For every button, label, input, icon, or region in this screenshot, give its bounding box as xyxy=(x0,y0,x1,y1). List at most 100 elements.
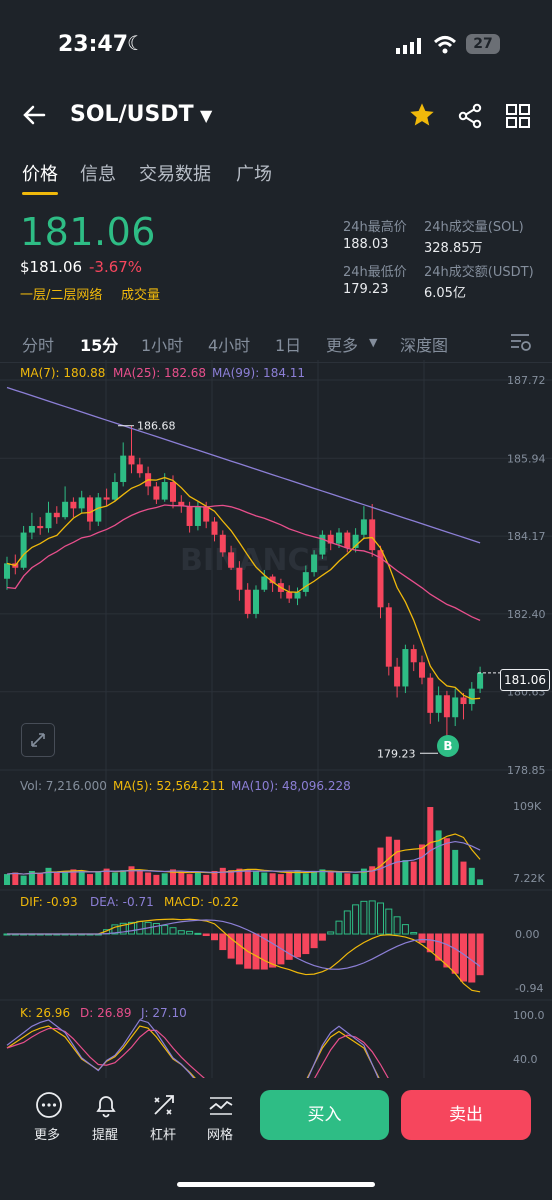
macd-histogram-bar xyxy=(235,933,243,965)
macd-histogram-bar xyxy=(186,930,194,935)
tab-active-indicator xyxy=(22,192,58,195)
sell-button[interactable]: 卖出 xyxy=(401,1090,531,1140)
more-icon[interactable] xyxy=(34,1090,64,1120)
interval-4h[interactable]: 4小时 xyxy=(208,336,251,355)
macd-histogram-bar xyxy=(451,933,459,974)
candle-body xyxy=(253,589,259,614)
pair-title[interactable]: SOL/USDT xyxy=(70,102,194,127)
volume-bar xyxy=(261,872,268,885)
tag-volume[interactable]: 成交量 xyxy=(121,288,161,303)
candle-body xyxy=(37,525,44,529)
macd-histogram-bar xyxy=(177,930,185,935)
interval-1h[interactable]: 1小时 xyxy=(141,336,184,355)
interval-15m[interactable]: 15分 xyxy=(80,336,119,355)
ma99-line xyxy=(6,386,481,544)
volume-bar xyxy=(145,872,152,885)
chevron-down-icon[interactable]: ▼ xyxy=(369,336,378,349)
tag-network[interactable]: 一层/二层网络 xyxy=(20,288,103,303)
tab-trading-data[interactable]: 交易数据 xyxy=(139,164,211,185)
y-tick-label: 178.85 xyxy=(507,764,546,777)
volume-bar xyxy=(70,869,77,885)
volume-bar xyxy=(219,867,226,885)
volume-bar xyxy=(269,873,276,885)
price-change: -3.67% xyxy=(89,258,143,276)
share-icon[interactable] xyxy=(457,103,483,129)
tab-info[interactable]: 信息 xyxy=(80,164,116,185)
macd-histogram-bar xyxy=(219,933,227,951)
fullscreen-button[interactable] xyxy=(21,723,55,757)
interval-time-share[interactable]: 分时 xyxy=(22,336,55,355)
candle-body xyxy=(377,550,384,608)
high-value: 188.03 xyxy=(343,237,389,252)
kline-chart[interactable]: BINANCE 187.72185.94184.17182.40180.6317… xyxy=(0,360,552,1078)
favorite-star-icon[interactable] xyxy=(408,101,436,129)
candle-body xyxy=(369,519,376,551)
j-legend: J: 27.10 xyxy=(141,1006,187,1020)
low-label: 24h最低价 xyxy=(343,265,407,280)
volume-bar xyxy=(311,870,318,885)
volume-bar xyxy=(178,871,185,885)
volume-bar xyxy=(161,873,168,885)
more-label[interactable]: 更多 xyxy=(34,1128,61,1143)
volume-bar xyxy=(286,871,293,885)
volume-bar xyxy=(236,868,243,885)
expand-icon xyxy=(31,733,45,747)
candle-body xyxy=(136,464,143,474)
candle-body xyxy=(219,534,226,553)
back-arrow-icon[interactable] xyxy=(20,100,50,130)
volume-bar xyxy=(336,872,342,885)
last-price: 181.06 xyxy=(20,210,156,254)
macd-histogram-bar xyxy=(227,933,235,959)
leverage-label[interactable]: 杠杆 xyxy=(150,1128,177,1143)
grid-label[interactable]: 网格 xyxy=(207,1128,234,1143)
ma25-legend: MA(25): 182.68 xyxy=(113,366,207,380)
y-tick-label: 184.17 xyxy=(507,530,546,543)
macd-histogram-bar xyxy=(111,924,119,935)
macd-histogram-bar xyxy=(119,922,127,935)
volume-bar xyxy=(120,870,127,885)
chart-settings-icon[interactable] xyxy=(509,331,533,353)
volume-bar xyxy=(153,874,160,885)
volume-bar xyxy=(460,861,467,885)
macd-histogram-bar xyxy=(294,933,301,958)
grid-layout-icon[interactable] xyxy=(505,103,531,129)
macd-histogram-bar xyxy=(318,933,326,941)
vol-sol-label: 24h成交量(SOL) xyxy=(424,220,524,235)
high-label: 24h最高价 xyxy=(343,220,407,235)
candle-body xyxy=(70,501,77,509)
tab-price[interactable]: 价格 xyxy=(22,164,58,185)
tab-square[interactable]: 广场 xyxy=(236,164,272,185)
candle-body xyxy=(352,534,359,548)
candle-body xyxy=(452,697,459,718)
volume-bar xyxy=(20,875,27,885)
candle-body xyxy=(344,532,351,548)
candle-body xyxy=(20,532,27,568)
interval-1d[interactable]: 1日 xyxy=(275,336,302,355)
candle-body xyxy=(45,512,52,529)
dea-line xyxy=(7,919,481,970)
candle-body xyxy=(385,607,392,667)
depth-chart-tab[interactable]: 深度图 xyxy=(400,336,449,355)
candle-body xyxy=(427,677,434,713)
candle-body xyxy=(286,591,293,599)
volume-bar xyxy=(435,830,442,885)
y-tick-label: 187.72 xyxy=(507,374,546,387)
interval-more[interactable]: 更多 xyxy=(326,336,359,355)
buy-marker[interactable]: B xyxy=(437,735,459,757)
bell-icon[interactable] xyxy=(91,1090,121,1120)
leverage-icon[interactable] xyxy=(149,1090,179,1120)
volume-ma5-legend: MA(5): 52,564.211 xyxy=(113,779,226,793)
price-usd: $181.06 xyxy=(20,258,83,276)
vol-usdt-value: 6.05亿 xyxy=(424,286,466,301)
macd-histogram-bar xyxy=(468,933,476,983)
volume-bar xyxy=(369,866,376,885)
macd-histogram-bar xyxy=(393,916,401,935)
candle-body xyxy=(394,666,401,687)
chevron-down-icon[interactable]: ▼ xyxy=(200,106,213,125)
buy-button[interactable]: 买入 xyxy=(260,1090,389,1140)
macd-histogram-bar xyxy=(443,933,451,968)
grid-trading-icon[interactable] xyxy=(206,1090,236,1120)
volume-ma10-legend: MA(10): 48,096.228 xyxy=(231,779,351,793)
candle-body xyxy=(62,501,69,518)
alert-label[interactable]: 提醒 xyxy=(92,1128,119,1143)
